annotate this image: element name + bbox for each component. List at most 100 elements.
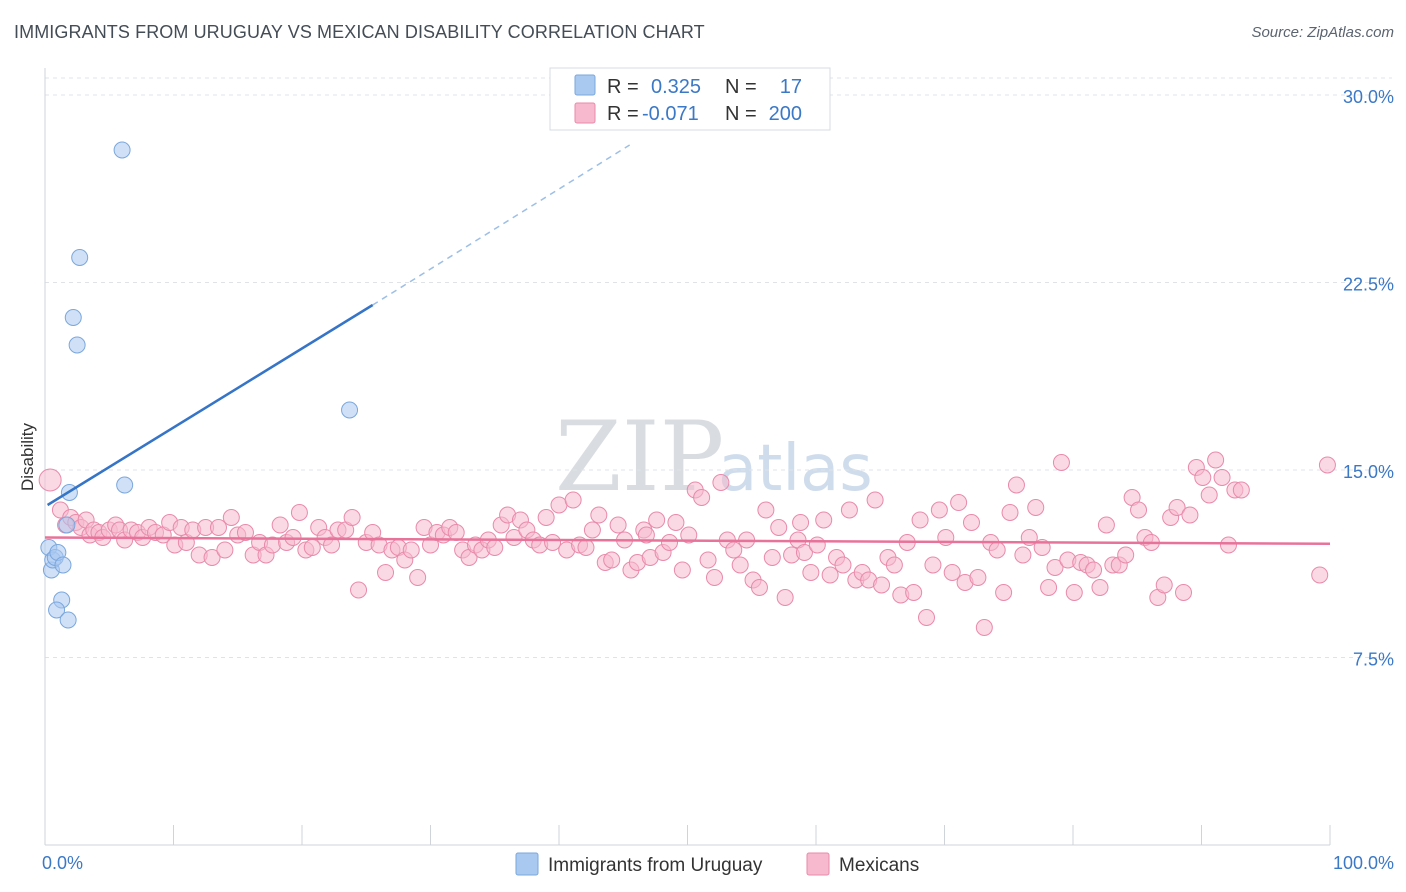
legend-top: R = 0.325 N = 17 R = -0.071 N = 200 [549, 67, 831, 131]
legend-bottom-label-mexicans: Mexicans [839, 855, 919, 876]
legend-bottom: Immigrants from Uruguay Mexicans [515, 852, 919, 876]
mexicans-point-139 [924, 556, 942, 574]
mexicans-point-171 [1130, 501, 1148, 519]
legend-r-value-mexicans: -0.071 [642, 103, 699, 125]
mexicans-point-181 [1194, 469, 1212, 486]
mexicans-point-49 [343, 509, 361, 526]
mexicans-point-98 [661, 534, 679, 551]
mexicans-point-31 [222, 509, 240, 526]
legend-bottom-swatch-mexicans [806, 852, 830, 876]
mexicans-point-120 [802, 564, 820, 581]
mexicans-point-114 [763, 549, 781, 566]
mexicans-point-96 [648, 511, 666, 529]
mexicans-point-131 [873, 576, 891, 594]
mexicans-point-164 [1085, 561, 1103, 579]
x-tick-label-max: 100.0% [1333, 853, 1394, 873]
legend-top-box [549, 67, 831, 131]
legend-swatch-mexicans [574, 102, 596, 124]
mexicans-point-169 [1117, 546, 1135, 564]
y-tick-label-1: 15.0% [1343, 462, 1394, 482]
mexicans-point-188 [1318, 456, 1336, 474]
mexicans-point-121 [808, 536, 826, 554]
mexicans-point-119 [795, 544, 813, 561]
mexicans-point-33 [236, 524, 254, 541]
mexicans-point-184 [1213, 469, 1231, 486]
uruguay-point-14 [113, 141, 131, 159]
mexicans-point-122 [815, 511, 833, 529]
mexicans-point-179 [1181, 506, 1199, 524]
uruguay-point-13 [71, 249, 89, 266]
legend-r-label-uruguay: R = [607, 76, 639, 98]
mexicans-point-100 [673, 561, 691, 579]
legend-bottom-label-uruguay: Immigrants from Uruguay [548, 855, 763, 876]
mexicans-point-142 [943, 564, 961, 581]
mexicans-point-185 [1219, 536, 1237, 554]
mexicans-point-178 [1175, 584, 1193, 601]
mexicans-point-175 [1155, 576, 1173, 594]
y-tick-labels: 7.5% 15.0% 22.5% 30.0% [1343, 87, 1394, 670]
x-tick-label-min: 0.0% [42, 853, 83, 873]
mexicans-point-177 [1168, 499, 1186, 516]
mexicans-point-38 [271, 516, 289, 534]
legend-swatch-uruguay [574, 74, 596, 96]
mexicans-point-147 [975, 619, 993, 636]
mexicans-point-90 [609, 516, 627, 534]
mexicans-point-71 [486, 539, 504, 556]
legend-r-value-uruguay: 0.325 [651, 76, 701, 98]
mexicans-point-109 [731, 556, 749, 574]
mexicans-point-29 [209, 519, 227, 536]
uruguay-point-16 [341, 401, 359, 419]
mexicans-point-182 [1200, 486, 1218, 504]
uruguay-point-12 [68, 336, 86, 354]
trend-line-uruguay [46, 303, 374, 507]
mexicans-point-183 [1207, 451, 1225, 469]
mexicans-point-59 [409, 569, 427, 586]
legend-n-value-uruguay: 17 [780, 76, 802, 98]
mexicans-point-145 [962, 514, 980, 531]
trend-line-mexicans [44, 536, 1331, 545]
mexicans-point-146 [969, 569, 987, 586]
mexicans-point-143 [950, 494, 968, 511]
uruguay-point-15 [116, 476, 134, 494]
mexicans-point-153 [1014, 546, 1032, 564]
mexicans-point-133 [885, 556, 903, 574]
watermark: ZIP atlas [555, 401, 873, 513]
mexicans-point-103 [693, 489, 711, 506]
y-tick-label-0: 7.5% [1353, 650, 1394, 670]
mexicans-point-151 [1001, 504, 1019, 521]
trend-lines [44, 144, 1331, 545]
mexicans-point-46 [323, 536, 341, 554]
mexicans-point-130 [866, 491, 884, 509]
chart-title: IMMIGRANTS FROM URUGUAY VS MEXICAN DISAB… [14, 22, 705, 42]
mexicans-point-189 [1311, 566, 1329, 584]
x-ticks [44, 825, 1331, 845]
mexicans-point-166 [1097, 516, 1115, 534]
mexicans-point-30 [216, 541, 234, 559]
mexicans-point-113 [757, 501, 775, 519]
mexicans-point-74 [505, 529, 523, 546]
mexicans-point-28 [203, 549, 221, 566]
mexicans-point-80 [544, 534, 562, 551]
mexicans-point-155 [1027, 499, 1045, 516]
legend-n-label-mexicans: N = [725, 103, 757, 125]
mexicans-point-79 [537, 509, 555, 526]
mexicans-point-116 [776, 589, 794, 606]
mexicans-point-187 [1232, 481, 1250, 499]
mexicans-point-190 [792, 514, 810, 531]
chart-source: Source: ZipAtlas.com [1251, 24, 1394, 41]
mexicans-point-89 [603, 551, 621, 569]
mexicans-point-158 [1046, 559, 1064, 576]
mexicans-point-112 [750, 579, 768, 596]
mexicans-point-136 [905, 584, 923, 601]
mexicans-point-138 [918, 609, 936, 626]
y-tick-label-2: 22.5% [1343, 275, 1394, 295]
mexicans-point-101 [680, 526, 698, 544]
mexicans-point-115 [770, 519, 788, 536]
mexicans-point-81 [550, 496, 568, 514]
mexicans-point-85 [577, 539, 595, 556]
uruguay-point-7 [48, 601, 66, 619]
mexicans-point-41 [290, 504, 308, 521]
mexicans-point-58 [402, 541, 420, 559]
y-axis-label: Disability [18, 422, 37, 491]
mexicans-point-86 [583, 521, 601, 539]
